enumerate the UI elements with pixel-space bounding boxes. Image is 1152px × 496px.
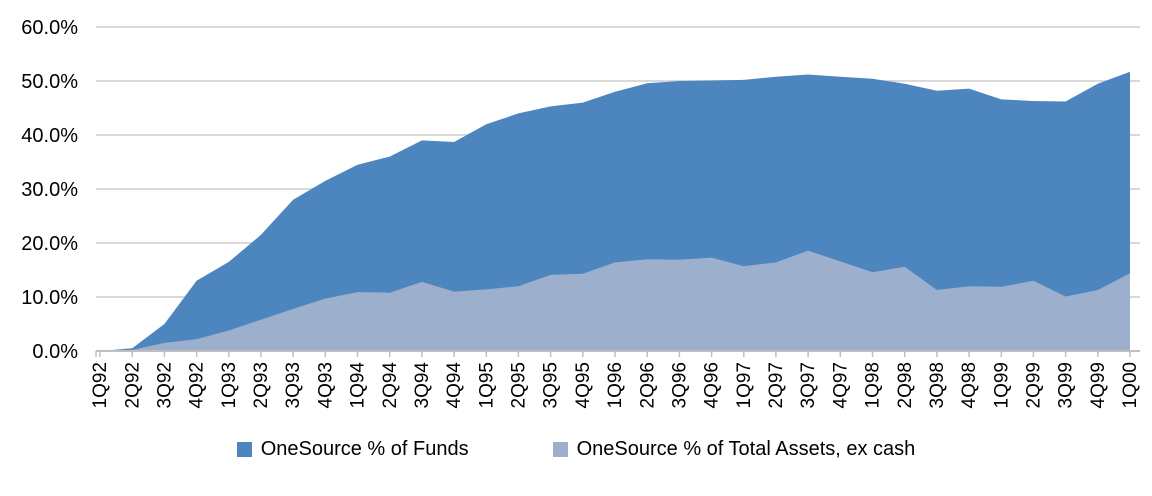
x-axis-label: 3Q98 xyxy=(927,362,948,408)
x-axis-label: 3Q92 xyxy=(154,362,175,408)
legend-label-funds: OneSource % of Funds xyxy=(260,438,469,460)
x-axis-label: 3Q93 xyxy=(283,362,304,408)
y-axis-label: 60.0% xyxy=(21,17,78,39)
legend-swatch-funds-icon xyxy=(236,442,252,457)
x-axis-label: 3Q99 xyxy=(1056,362,1077,408)
y-axis-label: 30.0% xyxy=(21,179,78,201)
y-axis-label: 10.0% xyxy=(21,287,78,309)
x-axis-label: 1Q95 xyxy=(476,362,497,408)
legend-item-total-assets: OneSource % of Total Assets, ex cash xyxy=(552,438,916,461)
x-axis-label: 4Q98 xyxy=(959,362,980,408)
x-axis-label: 1Q99 xyxy=(991,362,1012,408)
x-axis-label: 4Q99 xyxy=(1088,362,1109,408)
x-axis-label: 1Q92 xyxy=(90,362,111,408)
legend-swatch-total-assets-icon xyxy=(552,442,568,457)
x-axis-label: 1Q94 xyxy=(348,362,369,409)
y-axis-label: 20.0% xyxy=(21,233,78,255)
x-axis-label: 4Q92 xyxy=(187,362,208,408)
x-axis-label: 1Q97 xyxy=(734,362,755,408)
y-axis-label: 50.0% xyxy=(21,71,78,93)
x-axis-label: 2Q99 xyxy=(1023,362,1044,408)
x-axis-label: 2Q95 xyxy=(508,362,529,408)
legend-item-funds: OneSource % of Funds xyxy=(236,438,469,461)
x-axis-label: 2Q92 xyxy=(122,362,143,408)
x-axis-label: 3Q94 xyxy=(412,362,433,409)
y-axis-label: 40.0% xyxy=(21,125,78,147)
area-total-assets xyxy=(100,250,1130,351)
legend-label-total-assets: OneSource % of Total Assets, ex cash xyxy=(576,438,916,460)
x-axis-label: 1Q96 xyxy=(605,362,626,408)
x-axis-label: 1Q93 xyxy=(219,362,240,408)
x-axis-label: 2Q93 xyxy=(251,362,272,408)
x-axis-label: 4Q95 xyxy=(573,362,594,408)
x-axis-label: 1Q00 xyxy=(1120,362,1141,408)
x-axis-label: 2Q96 xyxy=(637,362,658,408)
x-axis-label: 3Q96 xyxy=(669,362,690,408)
x-axis-label: 3Q95 xyxy=(541,362,562,408)
x-axis-label: 4Q94 xyxy=(444,362,465,409)
x-axis-label: 2Q98 xyxy=(895,362,916,408)
x-axis-label: 2Q94 xyxy=(380,362,401,409)
x-axis-label: 4Q96 xyxy=(702,362,723,408)
y-axis-label: 0.0% xyxy=(32,341,78,363)
x-axis-label: 3Q97 xyxy=(798,362,819,408)
x-axis-label: 4Q93 xyxy=(315,362,336,408)
legend: OneSource % of Funds OneSource % of Tota… xyxy=(0,438,1152,461)
area-chart-plot: 1Q92 2Q92 3Q92 4Q92 1Q93 2Q93 3Q93 4Q93 1Q94 2Q94… xyxy=(21,17,1141,409)
x-axis-label: 2Q97 xyxy=(766,362,787,408)
x-axis-label: 1Q98 xyxy=(863,362,884,408)
x-axis-label: 4Q97 xyxy=(830,362,851,408)
